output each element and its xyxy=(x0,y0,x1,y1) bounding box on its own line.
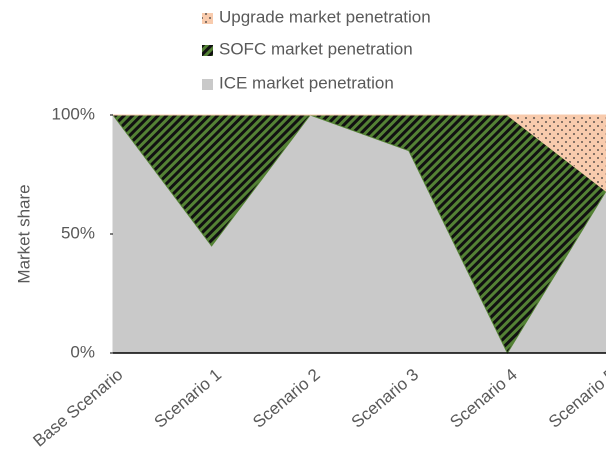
y-tick-label: 50% xyxy=(61,223,95,242)
legend-label: Upgrade market penetration xyxy=(219,7,431,26)
x-tick-label: Scenario 3 xyxy=(348,365,422,432)
legend-label: ICE market penetration xyxy=(219,73,394,92)
legend-swatch xyxy=(202,13,213,24)
legend-swatch xyxy=(202,45,213,56)
y-tick-label: 0% xyxy=(70,342,95,361)
legend-swatch xyxy=(202,79,213,90)
x-tick-label: Scenario 4 xyxy=(446,365,520,432)
y-axis-label: Market share xyxy=(14,184,33,283)
area xyxy=(113,114,606,192)
y-tick-label: 100% xyxy=(52,104,95,123)
legend-label: SOFC market penetration xyxy=(219,39,413,58)
x-tick-label: Scenario 1 xyxy=(151,365,225,432)
x-tick-label: Scenario 2 xyxy=(249,365,323,432)
x-tick-label: Base Scenario xyxy=(30,365,127,451)
x-tick-label: Scenario 5 xyxy=(545,365,606,432)
